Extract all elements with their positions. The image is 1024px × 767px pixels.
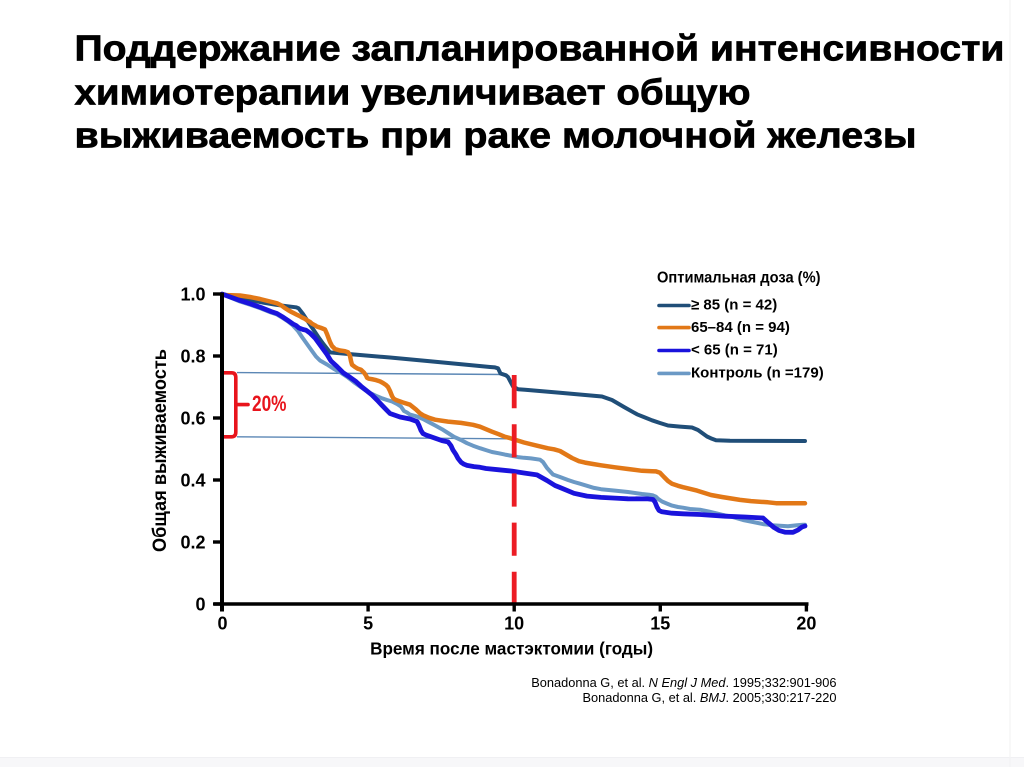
- svg-text:≥ 85 (n = 42): ≥ 85 (n = 42): [691, 297, 777, 314]
- svg-text:Поддержание запланированной ин: Поддержание запланированной интенсивност…: [75, 28, 1005, 69]
- svg-text:65–84 (n = 94): 65–84 (n = 94): [691, 319, 790, 336]
- svg-text:0: 0: [195, 595, 205, 615]
- svg-text:0.2: 0.2: [180, 533, 205, 553]
- svg-text:химиотерапии увеличивает общую: химиотерапии увеличивает общую: [75, 72, 751, 113]
- svg-text:15: 15: [650, 614, 670, 634]
- svg-text:Bonadonna G, et al. N Engl J M: Bonadonna G, et al. N Engl J Med. 1995;3…: [531, 675, 836, 690]
- svg-text:1.0: 1.0: [180, 285, 205, 305]
- svg-text:Контроль (n =179): Контроль (n =179): [691, 365, 824, 382]
- svg-text:0.6: 0.6: [180, 409, 205, 429]
- svg-text:Bonadonna G, et al. BMJ. 2005;: Bonadonna G, et al. BMJ. 2005;330:217-22…: [583, 690, 837, 705]
- svg-text:Общая выживаемость: Общая выживаемость: [149, 349, 171, 552]
- svg-text:0.4: 0.4: [180, 471, 205, 491]
- svg-text:5: 5: [363, 614, 373, 634]
- svg-text:выживаемость при раке молочной: выживаемость при раке молочной железы: [75, 115, 917, 156]
- svg-text:0.8: 0.8: [180, 347, 205, 367]
- svg-text:20%: 20%: [252, 391, 287, 416]
- svg-text:0: 0: [217, 614, 227, 634]
- svg-text:< 65 (n = 71): < 65 (n = 71): [691, 341, 778, 358]
- svg-text:20: 20: [796, 614, 816, 634]
- svg-text:10: 10: [504, 614, 524, 634]
- svg-text:Время после мастэктомии (годы): Время после мастэктомии (годы): [370, 639, 653, 659]
- svg-text:Оптимальная доза (%): Оптимальная доза (%): [657, 270, 821, 287]
